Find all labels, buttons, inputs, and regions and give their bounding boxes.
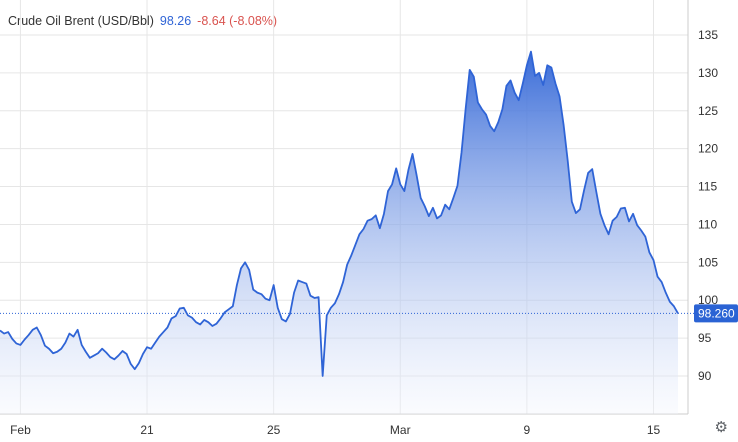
x-tick-label: 15 bbox=[647, 423, 661, 437]
x-axis-ticks: Feb 21 25 Mar 9 15 bbox=[10, 423, 660, 437]
last-price-label-text: 98.260 bbox=[698, 306, 735, 320]
x-tick-label: Feb bbox=[10, 423, 31, 437]
last-price: 98.26 bbox=[159, 14, 192, 28]
x-tick-label: Mar bbox=[390, 423, 411, 437]
y-tick-label: 100 bbox=[698, 293, 718, 307]
price-line bbox=[0, 50, 679, 377]
y-tick-label: 135 bbox=[698, 28, 718, 42]
chart-header: Crude Oil Brent (USD/Bbl) 98.26 -8.64 (-8.… bbox=[8, 14, 283, 28]
y-tick-label: 115 bbox=[698, 180, 717, 194]
y-tick-label: 110 bbox=[698, 217, 717, 231]
last-price-label: 98.260 bbox=[694, 304, 738, 323]
y-tick-label: 105 bbox=[698, 255, 718, 269]
x-tick-label: 9 bbox=[524, 423, 531, 437]
y-axis-ticks: 90 95 100 105 110 115 120 125 130 135 bbox=[698, 28, 718, 383]
price-area-fill bbox=[0, 51, 678, 415]
x-tick-label: 21 bbox=[140, 423, 154, 437]
instrument-name: Crude Oil Brent (USD/Bbl) bbox=[8, 14, 154, 28]
price-change: -8.64 (-8.08%) bbox=[197, 14, 278, 28]
y-tick-label: 130 bbox=[698, 66, 718, 80]
y-tick-label: 95 bbox=[698, 331, 712, 345]
y-tick-label: 120 bbox=[698, 142, 718, 156]
y-tick-label: 125 bbox=[698, 104, 718, 118]
x-tick-label: 25 bbox=[267, 423, 281, 437]
y-tick-label: 90 bbox=[698, 369, 712, 383]
gear-icon[interactable]: ⚙ bbox=[714, 419, 728, 436]
